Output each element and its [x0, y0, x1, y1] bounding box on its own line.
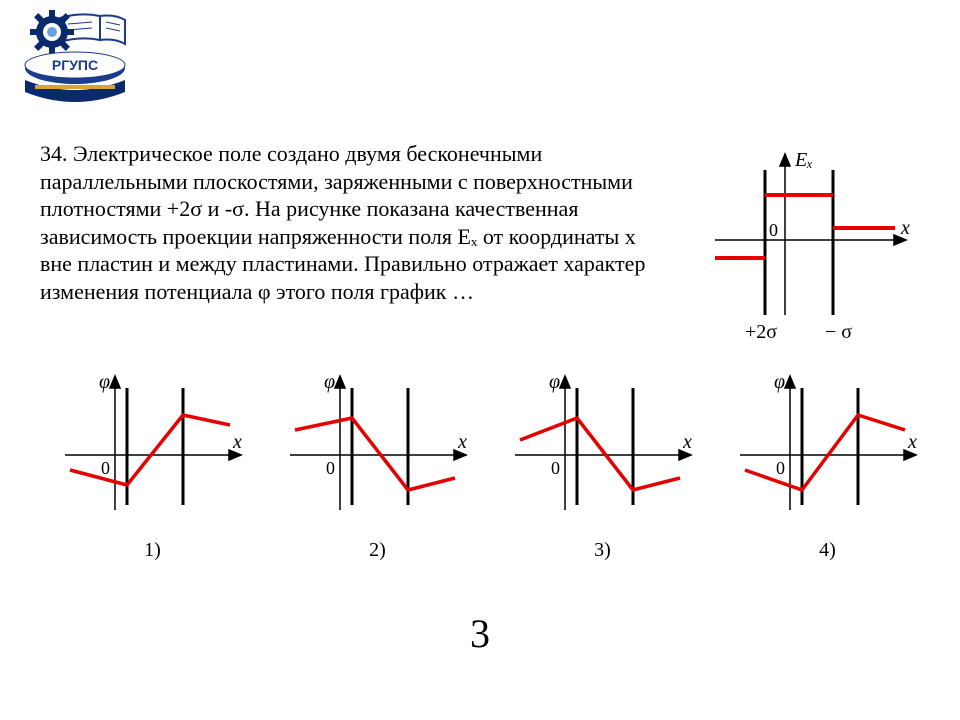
- opt-x-label: x: [457, 431, 467, 453]
- e-origin-label: 0: [769, 220, 778, 240]
- opt-y-label: φ: [774, 371, 785, 393]
- page-root: РГУПС 34. Электрическое поле создано дву…: [0, 0, 960, 720]
- opt-origin: 0: [551, 458, 560, 478]
- option-1: φ x 0 1): [55, 370, 250, 562]
- opt-y-label: φ: [549, 371, 560, 393]
- option-2: φ x 0 2): [280, 370, 475, 562]
- problem-text-content: 34. Электрическое поле создано двумя бес…: [40, 141, 645, 304]
- opt-y-label: φ: [99, 371, 110, 393]
- right-plate-label: − σ: [825, 321, 852, 343]
- option-3-label: 3): [505, 539, 700, 562]
- logo-text: РГУПС: [52, 57, 98, 73]
- e-x-label: x: [900, 217, 910, 239]
- opt-origin: 0: [326, 458, 335, 478]
- org-logo: РГУПС: [20, 10, 130, 115]
- option-4-label: 4): [730, 539, 925, 562]
- option-1-label: 1): [55, 539, 250, 562]
- option-3: φ x 0 3): [505, 370, 700, 562]
- opt-origin: 0: [776, 458, 785, 478]
- option-4: φ x 0 4): [730, 370, 925, 562]
- opt-x-label: x: [232, 431, 242, 453]
- problem-text: 34. Электрическое поле создано двумя бес…: [40, 140, 660, 305]
- answer-value: 3: [0, 610, 960, 657]
- opt-x-label: x: [682, 431, 692, 453]
- left-plate-label: +2σ: [745, 321, 777, 343]
- opt-x-label: x: [907, 431, 917, 453]
- opt-y-label: φ: [324, 371, 335, 393]
- opt-origin: 0: [101, 458, 110, 478]
- option-2-label: 2): [280, 539, 475, 562]
- options-row: φ x 0 1) φ x 0 2): [55, 370, 925, 562]
- e-y-label: Eₓ: [794, 149, 813, 171]
- e-field-diagram: Eₓ x 0 +2σ − σ: [705, 140, 915, 355]
